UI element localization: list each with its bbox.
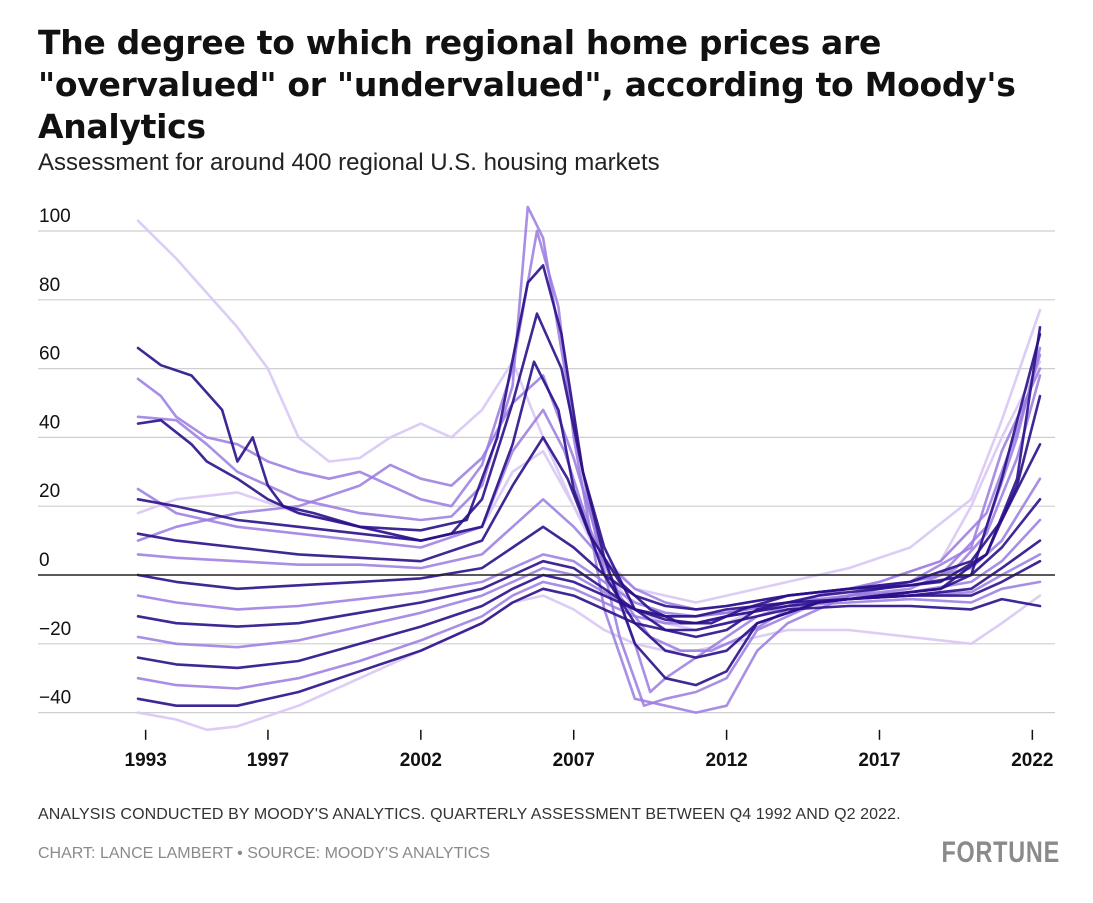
chart-subtitle: Assessment for around 400 regional U.S. …: [38, 149, 660, 176]
series-line: [136, 594, 1042, 732]
line-chart: 100 80 60 40 20 0 −20 −40 1993 1997 2002 2007 2012 2…: [38, 205, 1055, 771]
footnote: ANALYSIS CONDUCTED BY MOODY'S ANALYTICS.…: [38, 806, 901, 823]
y-axis: 100 80 60 40 20 0 −20 −40: [39, 206, 71, 709]
x-tick-label: 1993: [125, 750, 167, 771]
y-tick-label: 100: [39, 206, 71, 227]
gridlines: [38, 230, 1055, 714]
series-line: [136, 559, 1042, 670]
y-tick-label: 60: [39, 344, 60, 365]
series-line: [136, 553, 1042, 649]
x-tick-label: 2022: [1011, 750, 1053, 771]
series-line: [136, 580, 1042, 690]
chart-title: The degree to which regional home prices…: [38, 23, 1016, 146]
series-line: [136, 205, 1042, 707]
y-tick-label: 80: [39, 275, 60, 296]
y-tick-label: 20: [39, 481, 60, 502]
y-tick-label: −20: [39, 619, 71, 640]
source-credit: CHART: LANCE LAMBERT • SOURCE: MOODY'S A…: [38, 845, 491, 862]
y-tick-label: 40: [39, 412, 60, 433]
x-tick-label: 2002: [400, 750, 442, 771]
series-line: [136, 587, 1042, 707]
series-line: [136, 219, 1042, 604]
series-line: [136, 264, 1042, 687]
x-tick-label: 1997: [247, 750, 289, 771]
x-tick-label: 2017: [858, 750, 900, 771]
fortune-logo: FORTUNE: [941, 836, 1060, 869]
y-tick-label: −40: [39, 688, 71, 709]
x-axis: 1993 1997 2002 2007 2012 2017 2022: [125, 729, 1053, 771]
series-line: [136, 229, 1042, 714]
series-group: [136, 205, 1042, 732]
x-tick-label: 2012: [705, 750, 747, 771]
x-tick-label: 2007: [553, 750, 595, 771]
y-tick-label: 0: [39, 550, 50, 571]
series-line: [136, 436, 1042, 625]
